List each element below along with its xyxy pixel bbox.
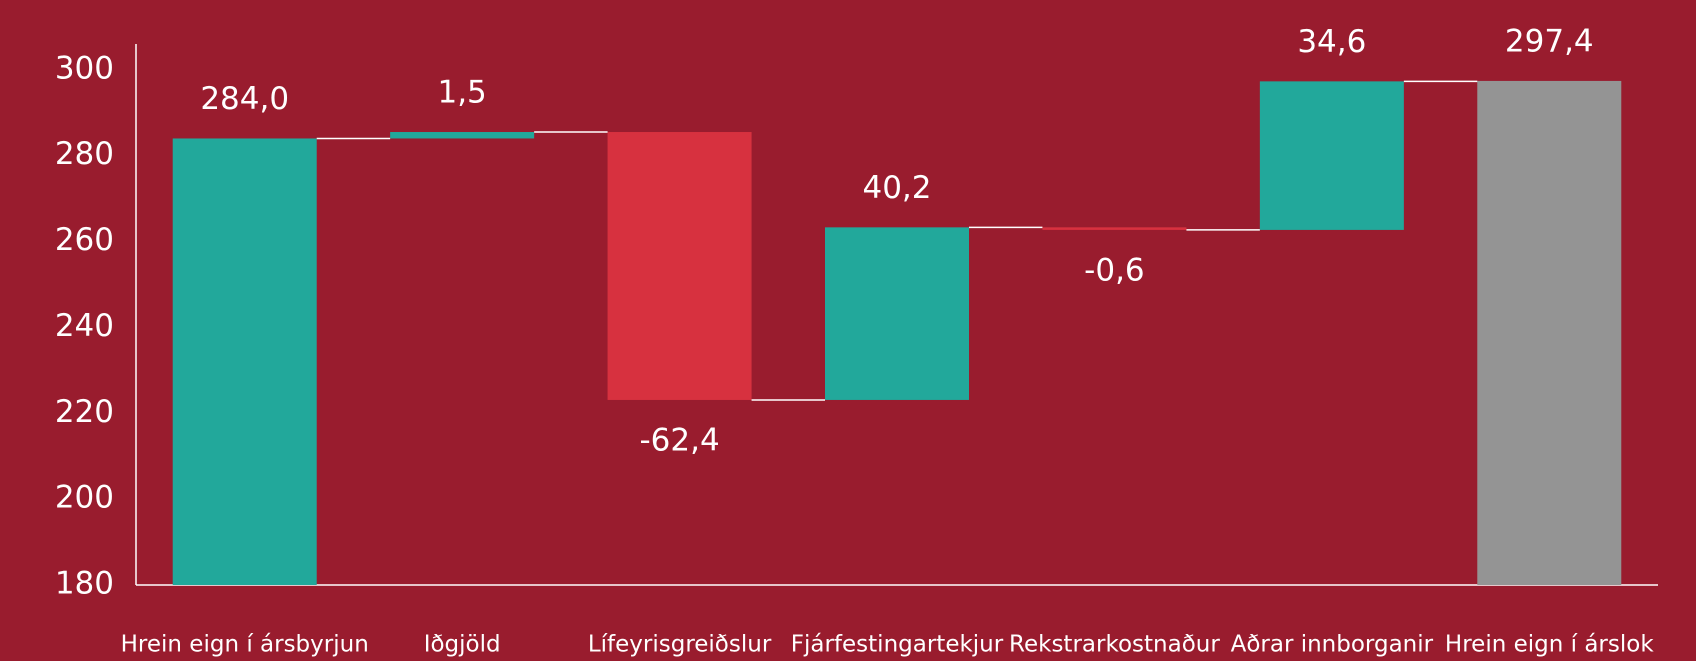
y-tick-label: 180 (55, 566, 114, 602)
x-tick-label: Rekstrarkostnaður (1009, 632, 1220, 658)
x-tick-label: Lífeyrisgreiðslur (588, 632, 772, 658)
value-label: 1,5 (437, 75, 486, 111)
y-tick-label: 300 (55, 50, 114, 86)
x-tick-label: Hrein eign í ársbyrjun (121, 632, 369, 658)
value-label: 284,0 (200, 81, 289, 117)
y-tick-label: 260 (55, 222, 114, 258)
y-tick-label: 240 (55, 308, 114, 344)
bar (1042, 227, 1187, 230)
value-label: 34,6 (1297, 24, 1366, 60)
value-label: 40,2 (862, 170, 931, 206)
y-tick-label: 280 (55, 136, 114, 172)
y-tick-label: 220 (55, 394, 114, 430)
x-tick-label: Hrein eign í árslok (1445, 632, 1654, 658)
bar (825, 227, 969, 400)
bar (390, 132, 535, 139)
bar (1477, 80, 1622, 585)
value-label: -62,4 (639, 422, 719, 458)
value-label: -0,6 (1084, 252, 1145, 288)
bar (607, 132, 752, 400)
x-tick-label: Iðgjöld (424, 632, 501, 658)
bar (1259, 81, 1404, 230)
x-tick-label: Fjárfestingartekjur (791, 632, 1004, 658)
bar (172, 138, 317, 585)
value-label: 297,4 (1505, 23, 1594, 59)
y-tick-label: 200 (55, 480, 114, 516)
x-tick-label: Aðrar innborganir (1231, 632, 1434, 658)
